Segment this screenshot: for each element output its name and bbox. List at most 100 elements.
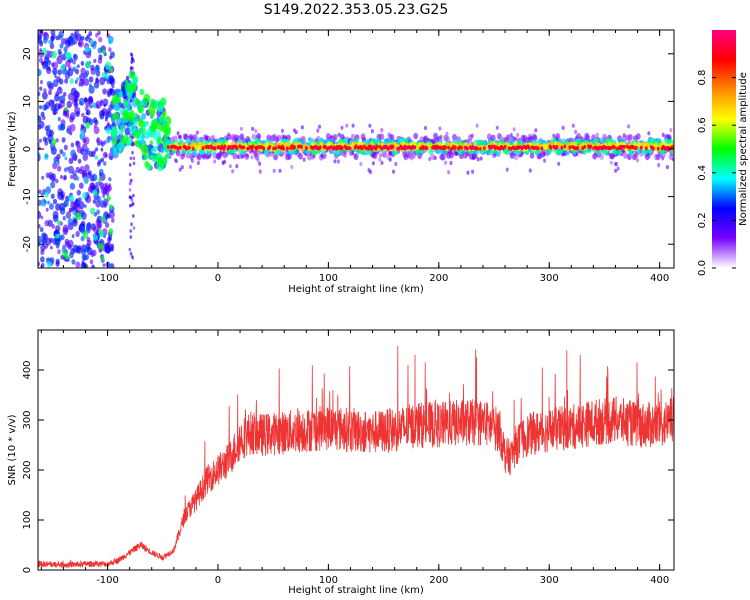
heatmap-cell — [263, 149, 268, 156]
heatmap-cell — [471, 155, 475, 161]
heatmap-cell — [84, 46, 90, 53]
heatmap-cell — [298, 153, 303, 160]
heatmap-cell — [447, 145, 450, 150]
heatmap-cell — [482, 146, 486, 151]
heatmap-cell — [378, 157, 382, 162]
heatmap-cell — [75, 261, 81, 268]
heatmap-cell — [95, 100, 102, 110]
heatmap-cell — [69, 195, 75, 203]
heatmap-cell — [85, 60, 91, 69]
heatmap-cell — [127, 93, 132, 99]
heatmap-cell — [111, 217, 115, 223]
heatmap-cell — [274, 136, 279, 143]
heatmap-cell — [290, 164, 294, 170]
heatmap-cell — [43, 88, 47, 93]
spectrogram-y-axis-label: Frequency (Hz) — [7, 111, 18, 187]
heatmap-cell — [534, 128, 538, 133]
heatmap-cell — [464, 145, 467, 150]
heatmap-cell — [56, 165, 62, 172]
heatmap-cell — [62, 215, 66, 221]
heatmap-cell — [560, 145, 564, 150]
heatmap-cell — [46, 65, 51, 71]
heatmap-cell — [444, 145, 447, 150]
heatmap-cell — [509, 152, 515, 159]
heatmap-cell — [113, 104, 119, 112]
heatmap-cell — [111, 126, 117, 133]
heatmap-cell — [640, 141, 645, 147]
heatmap-cell — [380, 160, 384, 165]
heatmap-cell — [160, 124, 168, 133]
heatmap-cell — [92, 199, 96, 204]
heatmap-cell — [594, 141, 599, 147]
heatmap-cell — [588, 145, 591, 150]
heatmap-cell — [509, 138, 515, 145]
heatmap-cell — [93, 58, 97, 64]
heatmap-cell — [614, 168, 618, 173]
heatmap-cell — [128, 247, 132, 252]
x-tick-label: 200 — [429, 273, 448, 284]
heatmap-cell — [70, 174, 73, 179]
heatmap-cell — [164, 116, 172, 126]
heatmap-cell — [176, 131, 180, 136]
heatmap-cell — [496, 132, 502, 140]
heatmap-cell — [51, 50, 57, 59]
heatmap-cell — [49, 203, 54, 210]
heatmap-cell — [62, 92, 67, 97]
heatmap-cell — [469, 145, 472, 150]
heatmap-cell — [285, 141, 290, 147]
heatmap-cell — [50, 105, 55, 112]
heatmap-cell — [336, 159, 340, 164]
heatmap-cell — [548, 144, 552, 149]
spectrogram-heatmap — [38, 30, 674, 268]
heatmap-cell — [72, 59, 76, 65]
heatmap-cell — [250, 145, 254, 150]
heatmap-cell — [94, 70, 98, 75]
heatmap-cell — [66, 52, 72, 60]
heatmap-cell — [41, 47, 47, 55]
heatmap-cell — [223, 144, 227, 149]
heatmap-cell — [55, 178, 59, 184]
heatmap-cell — [131, 150, 134, 155]
heatmap-cell — [66, 69, 71, 76]
heatmap-cell — [430, 153, 435, 161]
heatmap-cell — [110, 243, 114, 248]
heatmap-cell — [98, 229, 104, 237]
heatmap-cell — [262, 146, 266, 151]
heatmap-cell — [85, 70, 90, 76]
heatmap-cell — [396, 146, 400, 151]
heatmap-cell — [403, 153, 409, 161]
heatmap-cell — [98, 36, 103, 43]
heatmap-cell — [616, 166, 620, 171]
heatmap-cell — [96, 209, 100, 215]
heatmap-cell — [404, 146, 408, 151]
heatmap-cell — [267, 146, 271, 151]
heatmap-cell — [129, 195, 132, 200]
heatmap-cell — [156, 122, 162, 130]
heatmap-cell — [348, 146, 352, 151]
heatmap-cell — [392, 169, 395, 174]
heatmap-cell — [350, 133, 356, 141]
heatmap-cell — [441, 146, 444, 151]
heatmap-cell — [466, 170, 470, 175]
heatmap-cell — [213, 159, 217, 164]
heatmap-cell — [174, 158, 178, 164]
heatmap-cell — [646, 143, 651, 148]
heatmap-cell — [69, 112, 76, 121]
heatmap-cell — [340, 125, 344, 130]
heatmap-cell — [74, 98, 78, 104]
heatmap-cell — [84, 36, 89, 42]
heatmap-cell — [479, 156, 483, 161]
heatmap-cell — [84, 164, 90, 172]
heatmap-cell — [39, 105, 43, 110]
heatmap-cell — [38, 152, 41, 159]
heatmap-cell — [81, 254, 87, 261]
heatmap-cell — [100, 157, 105, 163]
heatmap-cell — [64, 78, 68, 84]
heatmap-cell — [300, 144, 303, 149]
heatmap-cell — [175, 149, 181, 157]
heatmap-cell — [251, 126, 255, 131]
heatmap-cell — [63, 174, 67, 180]
y-tick-label: 10 — [22, 95, 33, 108]
heatmap-cell — [331, 146, 335, 151]
heatmap-cell — [157, 136, 163, 145]
